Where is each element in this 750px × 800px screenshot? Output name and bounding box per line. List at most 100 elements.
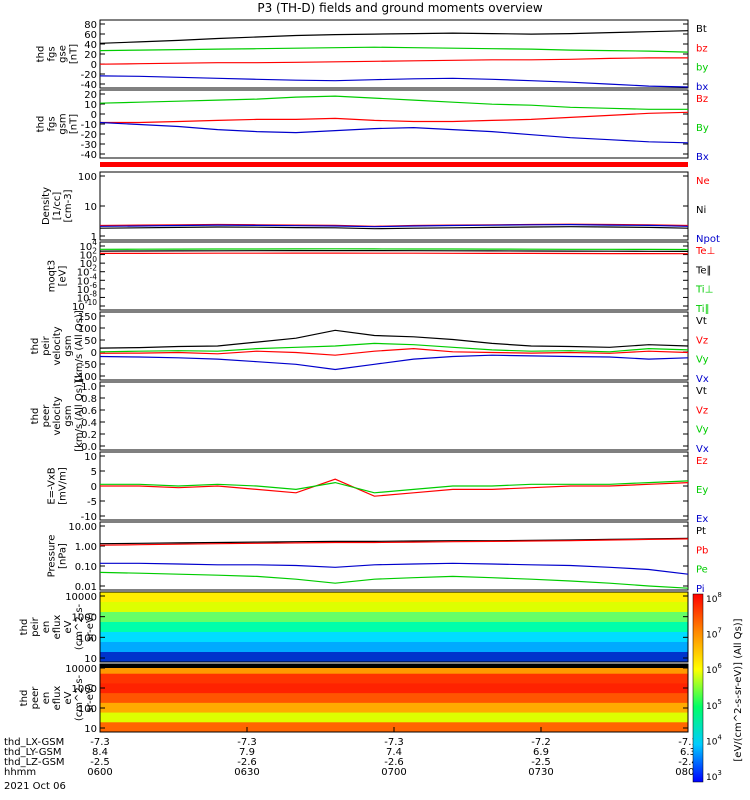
y-axis-label: eflux [52, 615, 63, 640]
spectrogram-band [100, 592, 688, 603]
x-row-value: -7.3 [384, 737, 404, 748]
x-row-value: 0600 [87, 767, 112, 778]
y-tick-label: -10 [81, 512, 97, 523]
y-axis-label: gsm [58, 113, 69, 134]
panel-frame [99, 591, 689, 663]
y-tick-label: 10-4 [77, 272, 97, 287]
y-axis-label: eV [63, 691, 74, 704]
y-tick-label: 150 [78, 312, 97, 323]
panel-frame [99, 241, 689, 311]
y-tick-label: 0 [91, 348, 97, 359]
panel-peer_eflux: 10000 1000 100 10 thd peer en eflux eV (cm^2-s-sr… [19, 663, 689, 735]
legend-entry: Bt [696, 24, 707, 35]
x-axis-annotation: thd_LX-GSM -7.3 -7.3 -7.3 -7.2 -7.1 thd_LY-GSM… [4, 727, 701, 792]
y-tick-label: -40 [81, 80, 97, 91]
y-tick-label: 80 [84, 20, 97, 31]
spectrogram-band [100, 693, 688, 704]
y-tick-label: 10 [84, 452, 97, 463]
y-axis-label: moqt3 [47, 260, 58, 293]
y-tick-label: 1 [91, 232, 97, 243]
legend-entry: Ti⊥ [695, 285, 713, 296]
y-tick-label: 0.8 [81, 394, 97, 405]
colorbar-tick-label: 108 [706, 591, 722, 605]
series-line-Pe [99, 571, 689, 589]
y-tick-label: 50 [84, 336, 97, 347]
series-line-Te⊥ [100, 252, 689, 255]
y-axis-label: peir [41, 335, 52, 355]
x-row-label: thd_LX-GSM [4, 737, 64, 748]
legend-entry: Npot [696, 234, 720, 245]
y-tick-label: -40 [81, 150, 97, 161]
y-axis-label: thd [19, 619, 30, 636]
x-row-value: 6.3 [680, 747, 696, 758]
x-row-label: thd_LZ-GSM [4, 757, 65, 768]
x-row-value: -2.6 [384, 757, 404, 768]
legend-entry: Ey [696, 485, 708, 496]
y-tick-label: 0.4 [81, 418, 97, 429]
series-line-Vt [99, 329, 689, 349]
legend-entry: Vx [696, 444, 709, 455]
legend-entry: Vz [696, 335, 708, 346]
colorbar-tick-label: 104 [706, 733, 722, 747]
legend-entry: Pi [696, 584, 705, 595]
y-tick-label: 10 [84, 100, 97, 111]
y-axis-label: [nT] [69, 114, 80, 134]
chart-title: P3 (TH-D) fields and ground moments over… [257, 1, 542, 15]
y-axis-label: [nPa] [58, 543, 69, 569]
y-tick-label: 10 [84, 654, 97, 665]
legend-entry: Te⊥ [695, 246, 715, 257]
y-axis-label: [eV] [58, 266, 69, 287]
y-tick-label: 0.0 [81, 442, 97, 453]
y-axis-label: thd [36, 46, 47, 63]
legend-entry: Vz [696, 405, 708, 416]
legend-entry: Vx [696, 374, 709, 385]
y-axis-label: sr-eV) [85, 612, 96, 641]
legend-entry: Ex [696, 514, 708, 525]
y-axis-label: sr-eV) [85, 683, 96, 712]
legend-entry: Vy [696, 425, 709, 436]
legend-entry: Pb [696, 545, 708, 556]
x-row-value: -2.6 [237, 757, 257, 768]
panel-efield: 10 5 0 -5 -10 E=-VxB [mV/m] Ez Ey Ex [47, 451, 708, 525]
y-tick-label: 10-8 [77, 289, 97, 304]
panel-frame [99, 89, 689, 159]
y-axis-label: [mV/m] [58, 467, 69, 505]
legend-entry: Vt [696, 386, 707, 397]
x-row-value: -7.3 [90, 737, 110, 748]
y-tick-label: -30 [81, 140, 97, 151]
y-axis-label: [km/s (All Qs)] [74, 310, 85, 382]
y-tick-label: -20 [81, 130, 97, 141]
data-gap-strip [100, 664, 688, 668]
y-tick-label: 0.01 [75, 582, 97, 593]
y-tick-label: 100 [79, 255, 97, 270]
colorbar: 108 107 106 105 104 103 [eV/(cm^2-s-sr-eV)] (A… [692, 591, 744, 783]
y-tick-label: 20 [84, 90, 97, 101]
y-axis-label: [1/cc] [52, 192, 63, 221]
x-row-label: thd_LY-GSM [4, 747, 61, 758]
legend-entry: by [696, 63, 708, 74]
y-tick-label: -20 [81, 70, 97, 81]
y-axis-label: fgs [47, 46, 58, 61]
y-tick-label: 0.2 [81, 430, 97, 441]
series-line-Ez [100, 478, 689, 497]
x-row-value: 0730 [528, 767, 553, 778]
y-tick-label: 10000 [65, 664, 97, 675]
y-axis-label: Pressure [47, 535, 58, 578]
legend-entry: Pt [696, 526, 706, 537]
y-tick-label: 0 [91, 482, 97, 493]
y-tick-label: 0 [91, 110, 97, 121]
y-axis-label: gsm [63, 405, 74, 426]
y-tick-label: 10.00 [68, 522, 97, 533]
colorbar-tick-label: 103 [706, 769, 722, 783]
y-tick-label: 1000 [72, 684, 97, 695]
status-strip [100, 162, 688, 167]
y-tick-label: -50 [81, 360, 97, 371]
legend-entry: Bz [696, 94, 708, 105]
y-axis-label: en [41, 621, 52, 634]
series-line-by [99, 46, 689, 53]
y-axis-label: [km/s (All Qs)] [74, 380, 85, 452]
x-row-value: 0700 [381, 767, 406, 778]
